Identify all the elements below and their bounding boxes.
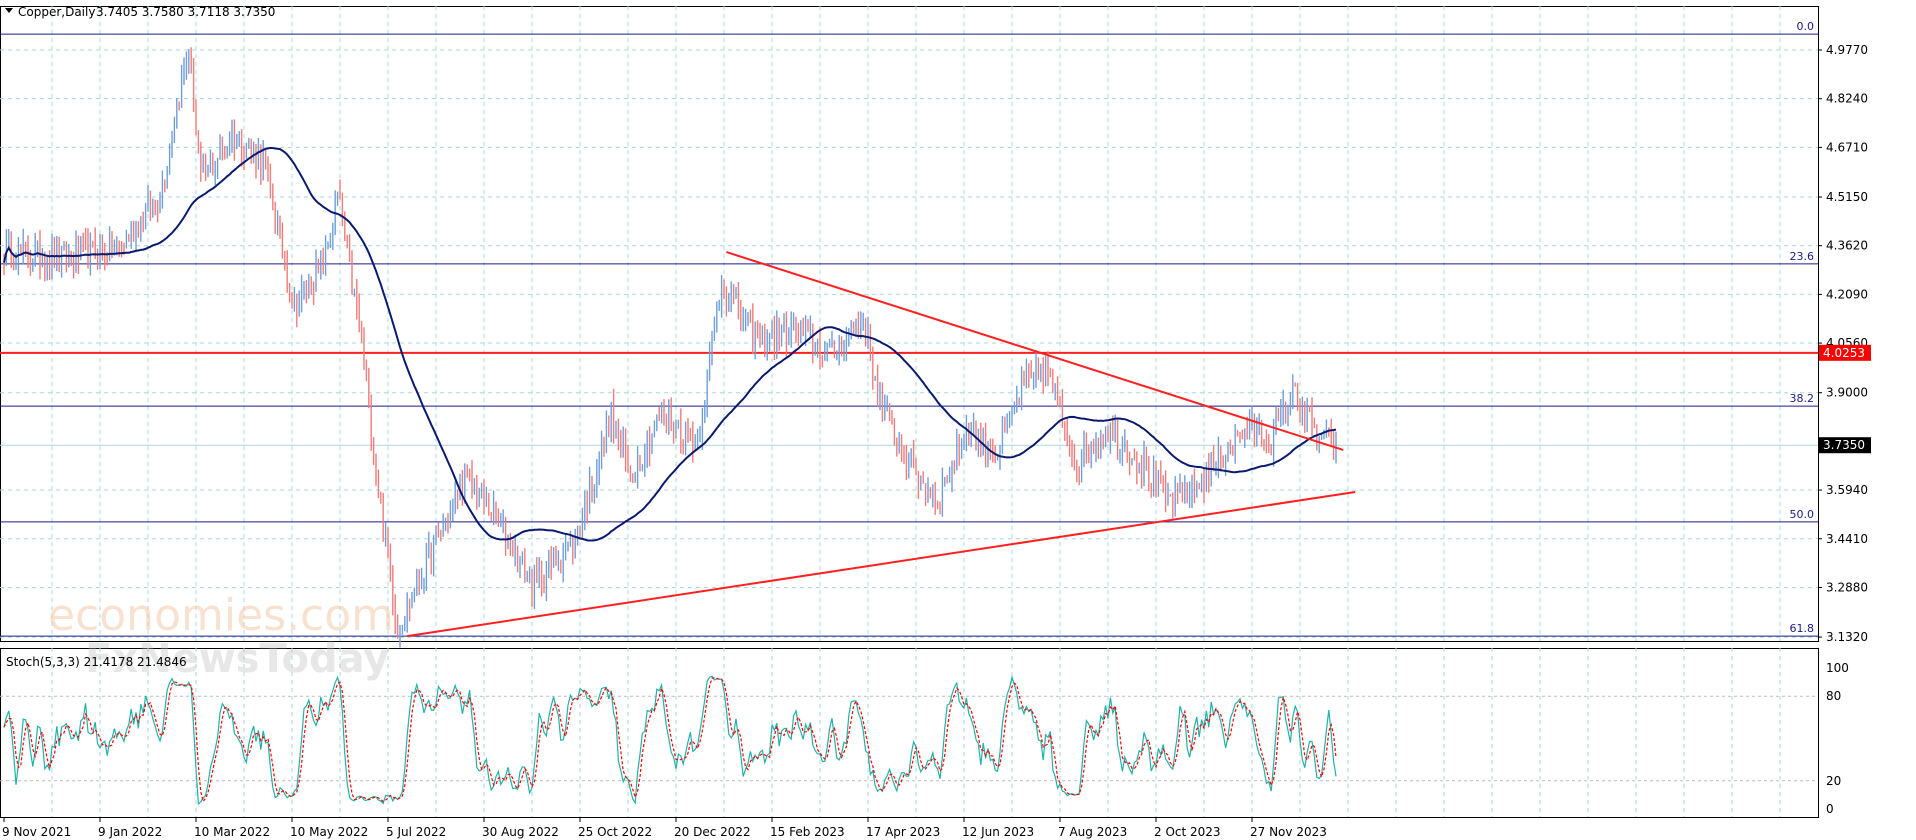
- price-tick-label: 4.5150: [1826, 190, 1868, 204]
- resistance-price-tag: [1819, 344, 1871, 361]
- stoch-tick-label: 0: [1826, 802, 1834, 816]
- trendline: [407, 490, 1356, 638]
- current-price-tag: [1819, 437, 1871, 454]
- date-tick-label: 10 Mar 2022: [194, 825, 270, 839]
- fib-level-label: 0.0: [1797, 20, 1815, 33]
- date-tick-label: 7 Aug 2023: [1058, 825, 1127, 839]
- stoch-tick-label: 100: [1826, 661, 1849, 675]
- main-panel-frame: [0, 6, 1819, 642]
- price-tick-label: 4.9770: [1826, 43, 1868, 57]
- ohlc-values: 3.7405 3.7580 3.7118 3.7350: [96, 5, 275, 19]
- price-tick-label: 3.2880: [1826, 580, 1868, 594]
- price-tick-label: 4.8240: [1826, 92, 1868, 106]
- trendline: [726, 251, 1344, 451]
- moving-average-line: [3, 146, 1337, 542]
- date-tick-label: 30 Aug 2022: [482, 825, 559, 839]
- date-tick-label: 10 May 2022: [290, 825, 368, 839]
- date-tick-label: 5 Jul 2022: [386, 825, 446, 839]
- date-tick-label: 15 Feb 2023: [770, 825, 845, 839]
- dropdown-triangle-icon: [5, 8, 13, 13]
- watermark-economies: economies.com: [48, 590, 394, 641]
- date-tick-label: 20 Dec 2022: [674, 825, 751, 839]
- fib-level-label: 50.0: [1790, 508, 1815, 521]
- price-tick-label: 4.3620: [1826, 239, 1868, 253]
- stoch-signal-line: [3, 677, 1337, 803]
- price-tick-label: 4.2090: [1826, 287, 1868, 301]
- watermark-fxnewstoday: FxNewsToday: [85, 636, 389, 682]
- date-tick-label: 9 Jan 2022: [98, 825, 162, 839]
- date-tick-label: 27 Nov 2023: [1250, 825, 1327, 839]
- stoch-panel-frame: [0, 648, 1819, 818]
- date-tick-label: 17 Apr 2023: [866, 825, 940, 839]
- date-tick-label: 25 Oct 2022: [578, 825, 652, 839]
- price-tick-label: 3.9000: [1826, 386, 1868, 400]
- price-tick-label: 4.6710: [1826, 140, 1868, 154]
- fib-level-label: 61.8: [1790, 622, 1815, 635]
- fib-level-label: 23.6: [1790, 250, 1815, 263]
- price-tick-label: 3.1320: [1826, 630, 1868, 644]
- current-price-label: 3.7350: [1823, 438, 1865, 452]
- date-tick-label: 2 Oct 2023: [1154, 825, 1221, 839]
- stoch-tick-label: 80: [1826, 689, 1841, 703]
- price-tick-label: 3.5940: [1826, 483, 1868, 497]
- resistance-price-label: 4.0253: [1823, 346, 1865, 360]
- stoch-tick-label: 20: [1826, 774, 1841, 788]
- candles-group: [3, 47, 1337, 648]
- date-tick-label: 12 Jun 2023: [962, 825, 1034, 839]
- date-tick-label: 9 Nov 2021: [2, 825, 71, 839]
- stoch-label: Stoch(5,3,3) 21.4178 21.4846: [6, 655, 187, 669]
- stoch-main-line: [3, 675, 1337, 806]
- price-tick-label: 3.4410: [1826, 532, 1868, 546]
- fib-level-label: 38.2: [1790, 392, 1815, 405]
- symbol-label: Copper,Daily: [18, 5, 95, 19]
